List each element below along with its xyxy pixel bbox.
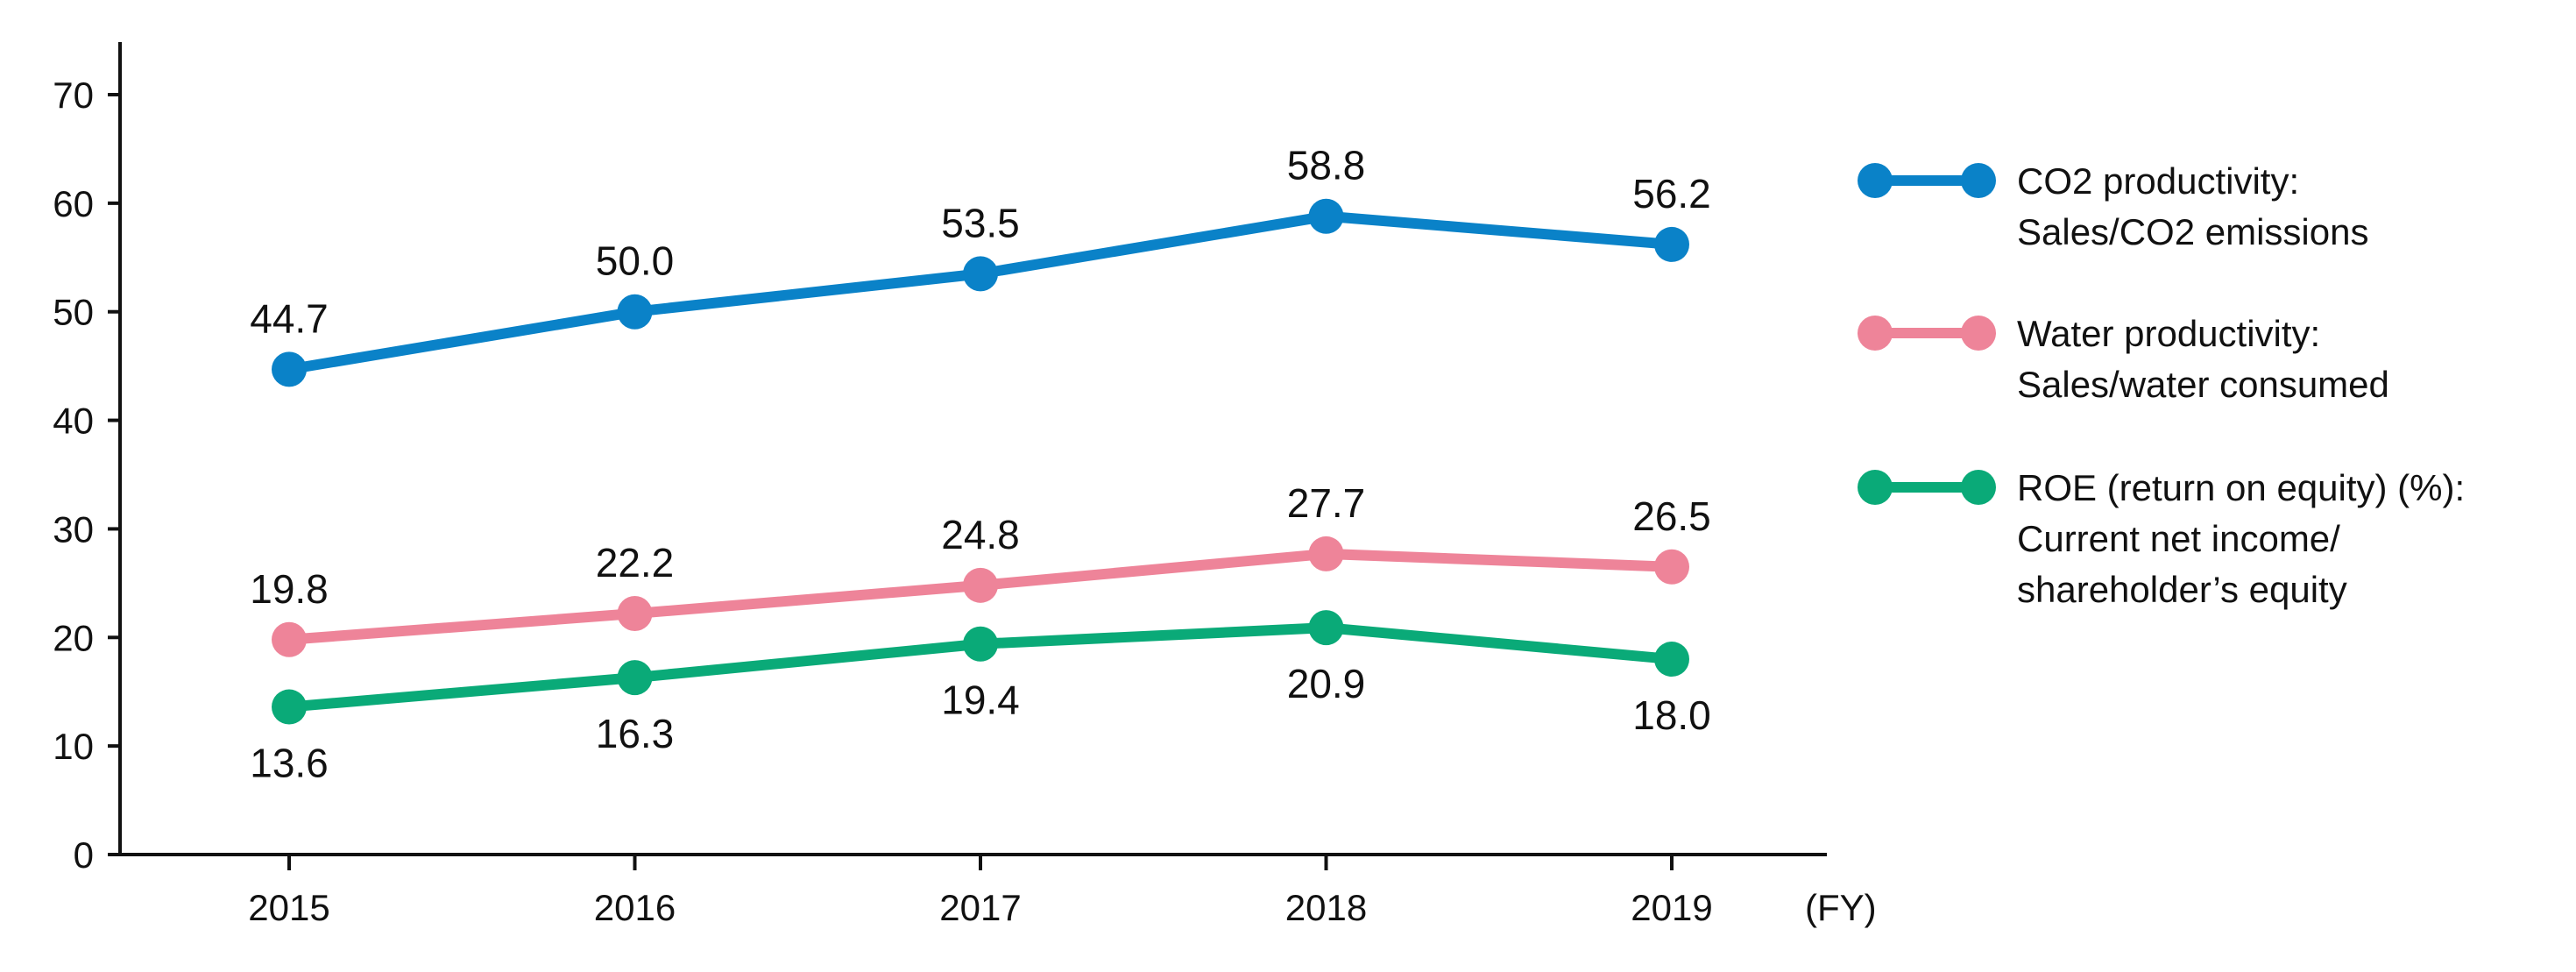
data-point [1308,536,1344,571]
legend-label: Water productivity: [2017,313,2320,354]
data-point [617,660,653,696]
data-label: 19.8 [250,566,329,612]
x-tick-label: 2015 [248,887,329,928]
legend-swatch-marker [1858,163,1893,198]
y-tick-label: 50 [53,292,94,333]
data-label: 13.6 [250,741,329,786]
data-point [1308,198,1344,234]
data-point [1654,642,1689,678]
x-tick-label: 2018 [1285,887,1367,928]
data-point [272,621,307,657]
y-tick-label: 70 [53,74,94,116]
data-point [272,689,307,725]
legend-label: Sales/water consumed [2017,364,2389,405]
y-tick-label: 20 [53,617,94,658]
series-2: 13.6 16.3 19.4 20.9 18.0 [250,610,1711,786]
y-tick-label: 60 [53,183,94,224]
legend-label: CO2 productivity: [2017,160,2299,202]
data-label: 19.4 [941,678,1020,723]
data-label: 22.2 [596,540,675,585]
series-1: 19.8 22.2 24.8 27.7 26.5 [250,480,1711,657]
legend-item-0: CO2 productivity: Sales/CO2 emissions [1858,160,2368,252]
data-label: 58.8 [1287,143,1366,188]
data-label: 56.2 [1632,171,1711,216]
data-label: 53.5 [941,200,1020,245]
data-point [963,626,998,662]
x-axis-unit-label: (FY) [1805,887,1877,928]
legend-label: Current net income/ [2017,518,2340,559]
data-label: 27.7 [1287,480,1366,526]
data-point [1308,610,1344,646]
legend-label: shareholder’s equity [2017,569,2347,610]
data-label: 24.8 [941,512,1020,557]
y-tick-label: 40 [53,401,94,442]
data-label: 20.9 [1287,661,1366,706]
series-0: 44.7 50.0 53.5 58.8 56.2 [250,143,1711,387]
data-point [963,567,998,603]
data-label: 16.3 [596,711,675,756]
data-point [1654,549,1689,585]
legend-swatch-marker [1961,470,1996,505]
axes: 0 10 20 30 40 50 60 70 2015 2016 2017 2018 2019 (FY) [53,42,1877,928]
data-label: 26.5 [1632,493,1711,539]
legend-swatch-marker [1961,316,1996,351]
x-tick-label: 2016 [594,887,676,928]
x-tick-label: 2019 [1631,887,1712,928]
data-point [272,351,307,387]
data-point [1654,226,1689,262]
data-label: 50.0 [596,238,675,284]
data-point [617,294,653,330]
data-label: 18.0 [1632,692,1711,738]
y-tick-label: 30 [53,508,94,550]
legend-label: ROE (return on equity) (%): [2017,467,2465,508]
series-layer: 44.7 50.0 53.5 58.8 56.2 19.8 22.2 24.8 27.7 26.5… [250,143,1711,786]
legend-item-1: Water productivity: Sales/water consumed [1858,313,2389,405]
legend-item-2: ROE (return on equity) (%): Current net i… [1858,467,2465,610]
legend: CO2 productivity: Sales/CO2 emissions Wate… [1858,160,2465,610]
y-tick-label: 0 [74,834,94,876]
data-point [963,256,998,292]
legend-swatch-marker [1961,163,1996,198]
data-label: 44.7 [250,295,329,341]
data-point [617,596,653,632]
legend-swatch-marker [1858,470,1893,505]
legend-swatch-marker [1858,316,1893,351]
x-tick-label: 2017 [939,887,1021,928]
y-tick-label: 10 [53,726,94,767]
legend-label: Sales/CO2 emissions [2017,211,2368,252]
